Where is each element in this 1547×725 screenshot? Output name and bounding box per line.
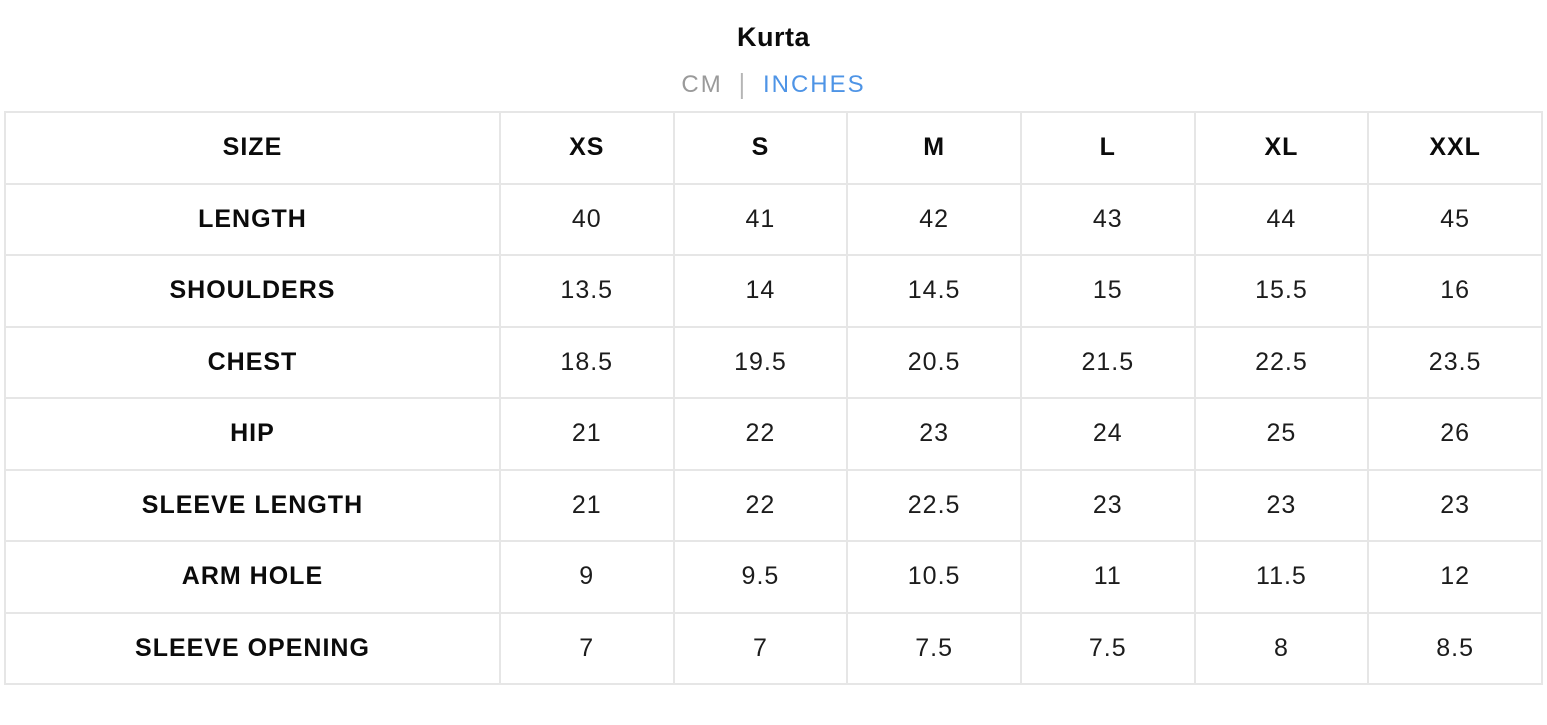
row-label: CHEST xyxy=(4,325,501,399)
unit-toggle-inches[interactable]: INCHES xyxy=(762,71,866,98)
table-cell: 21.5 xyxy=(1019,325,1196,399)
column-header-xl: XL xyxy=(1193,111,1370,185)
page-title: Kurta xyxy=(736,22,810,52)
table-cell: 23.5 xyxy=(1367,325,1543,399)
table-row-chest: CHEST 18.5 19.5 20.5 21.5 22.5 23.5 xyxy=(4,325,1543,399)
column-header-l: L xyxy=(1019,111,1196,185)
table-cell: 20.5 xyxy=(846,325,1022,399)
table-cell: 10.5 xyxy=(846,540,1022,614)
column-header-m: M xyxy=(846,111,1022,185)
table-cell: 9.5 xyxy=(672,540,849,614)
table-cell: 23 xyxy=(1193,468,1370,542)
column-header-xs: XS xyxy=(498,111,675,185)
row-label: SLEEVE OPENING xyxy=(4,611,501,685)
table-cell: 16 xyxy=(1367,254,1543,328)
unit-toggle: CM | INCHES xyxy=(0,68,1547,100)
column-header-s: S xyxy=(672,111,849,185)
table-cell: 14.5 xyxy=(846,254,1022,328)
row-label: ARM HOLE xyxy=(4,540,501,614)
table-cell: 15.5 xyxy=(1193,254,1370,328)
table-cell: 7.5 xyxy=(846,611,1022,685)
size-table: SIZE XS S M L XL XXL LENGTH 40 41 42 43 … xyxy=(4,111,1543,685)
table-cell: 22.5 xyxy=(1193,325,1370,399)
row-label: SLEEVE LENGTH xyxy=(4,468,501,542)
table-row-length: LENGTH 40 41 42 43 44 45 xyxy=(4,182,1543,256)
row-label: HIP xyxy=(4,397,501,471)
table-cell: 14 xyxy=(672,254,849,328)
table-row-sleeve-opening: SLEEVE OPENING 7 7 7.5 7.5 8 8.5 xyxy=(4,611,1543,685)
table-cell: 41 xyxy=(672,182,849,256)
table-header-row: SIZE XS S M L XL XXL xyxy=(4,111,1543,185)
table-cell: 19.5 xyxy=(672,325,849,399)
table-cell: 7.5 xyxy=(1019,611,1196,685)
table-cell: 21 xyxy=(498,468,675,542)
table-cell: 18.5 xyxy=(498,325,675,399)
table-row-shoulders: SHOULDERS 13.5 14 14.5 15 15.5 16 xyxy=(4,254,1543,328)
unit-toggle-divider: | xyxy=(738,68,747,100)
table-cell: 8 xyxy=(1193,611,1370,685)
table-cell: 21 xyxy=(498,397,675,471)
table-cell: 15 xyxy=(1019,254,1196,328)
table-cell: 24 xyxy=(1019,397,1196,471)
table-cell: 7 xyxy=(498,611,675,685)
table-cell: 23 xyxy=(1019,468,1196,542)
table-cell: 44 xyxy=(1193,182,1370,256)
table-cell: 23 xyxy=(846,397,1022,471)
table-cell: 45 xyxy=(1367,182,1543,256)
table-cell: 13.5 xyxy=(498,254,675,328)
table-cell: 11 xyxy=(1019,540,1196,614)
table-cell: 8.5 xyxy=(1367,611,1543,685)
unit-toggle-cm[interactable]: CM xyxy=(681,71,723,98)
table-cell: 22.5 xyxy=(846,468,1022,542)
table-cell: 22 xyxy=(672,397,849,471)
table-cell: 22 xyxy=(672,468,849,542)
row-label: SHOULDERS xyxy=(4,254,501,328)
table-cell: 11.5 xyxy=(1193,540,1370,614)
table-cell: 9 xyxy=(498,540,675,614)
table-cell: 40 xyxy=(498,182,675,256)
table-row-hip: HIP 21 22 23 24 25 26 xyxy=(4,397,1543,471)
row-label: LENGTH xyxy=(4,182,501,256)
table-row-sleeve-length: SLEEVE LENGTH 21 22 22.5 23 23 23 xyxy=(4,468,1543,542)
table-cell: 26 xyxy=(1367,397,1543,471)
table-cell: 25 xyxy=(1193,397,1370,471)
column-header-size: SIZE xyxy=(4,111,501,185)
table-cell: 7 xyxy=(672,611,849,685)
table-row-arm-hole: ARM HOLE 9 9.5 10.5 11 11.5 12 xyxy=(4,540,1543,614)
table-cell: 42 xyxy=(846,182,1022,256)
table-cell: 12 xyxy=(1367,540,1543,614)
table-cell: 23 xyxy=(1367,468,1543,542)
column-header-xxl: XXL xyxy=(1367,111,1543,185)
table-cell: 43 xyxy=(1019,182,1196,256)
